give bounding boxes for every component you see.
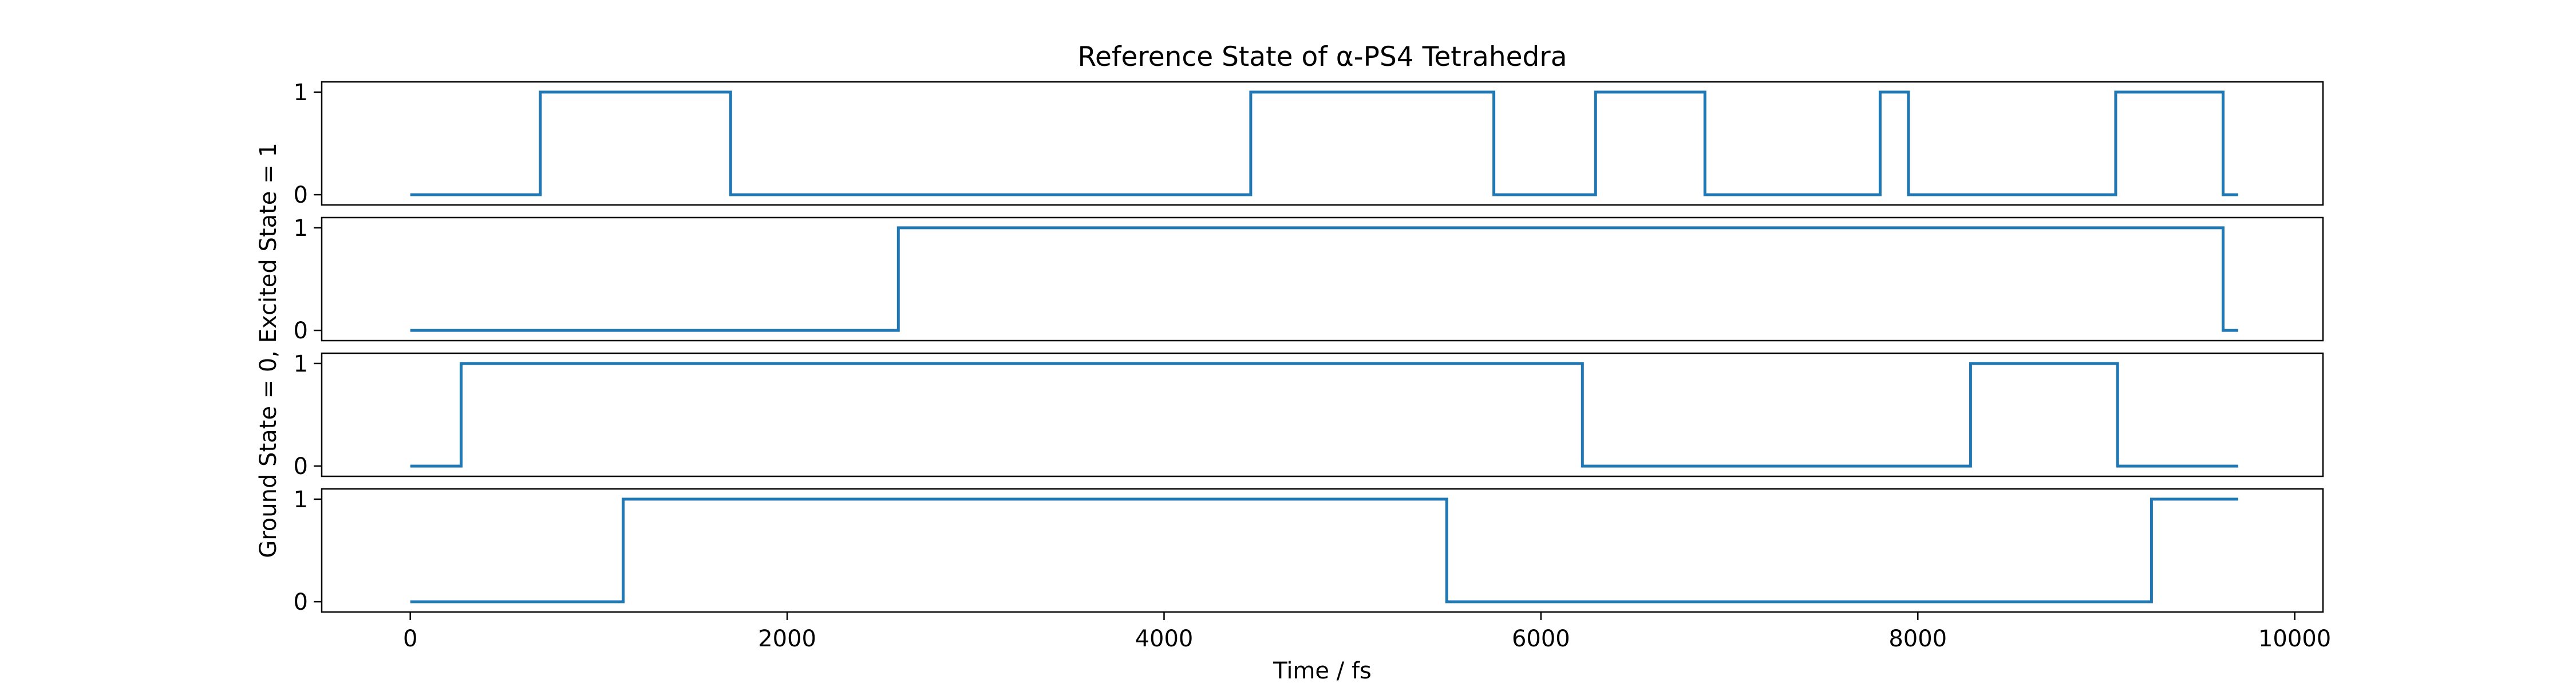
- x-tick-label: 8000: [1888, 626, 1947, 652]
- y-tick-label: 1: [294, 351, 308, 377]
- y-tick-label: 1: [294, 80, 308, 106]
- x-tick-label: 4000: [1135, 626, 1194, 652]
- y-axis-label: Ground State = 0, Excited State = 1: [255, 143, 282, 558]
- y-tick-label: 0: [294, 453, 308, 480]
- x-tick-label: 0: [403, 626, 417, 652]
- x-tick-label: 2000: [758, 626, 816, 652]
- y-tick-label: 1: [294, 487, 308, 513]
- x-tick-label: 6000: [1512, 626, 1570, 652]
- y-tick-label: 0: [294, 318, 308, 344]
- panel-frame-4: [321, 488, 2324, 613]
- x-axis-label: Time / fs: [1273, 658, 1372, 684]
- y-tick-label: 0: [294, 589, 308, 615]
- panel-frame-3: [321, 352, 2324, 477]
- chart-title: Reference State of α-PS4 Tetrahedra: [1077, 41, 1567, 73]
- series-line-panel-1: [410, 90, 2238, 196]
- series-line-panel-3: [410, 362, 2238, 468]
- panel-frame-1: [321, 81, 2324, 206]
- series-line-panel-2: [410, 226, 2238, 332]
- y-tick-label: 1: [294, 215, 308, 242]
- series-line-panel-4: [410, 498, 2238, 603]
- panel-frame-2: [321, 216, 2324, 342]
- panels-group: 0 1 0 1 0 1 0 1 0 2000 4000 6000 8000 10000: [294, 80, 2332, 652]
- y-tick-label: 0: [294, 182, 308, 208]
- x-tick-label: 10000: [2258, 626, 2331, 652]
